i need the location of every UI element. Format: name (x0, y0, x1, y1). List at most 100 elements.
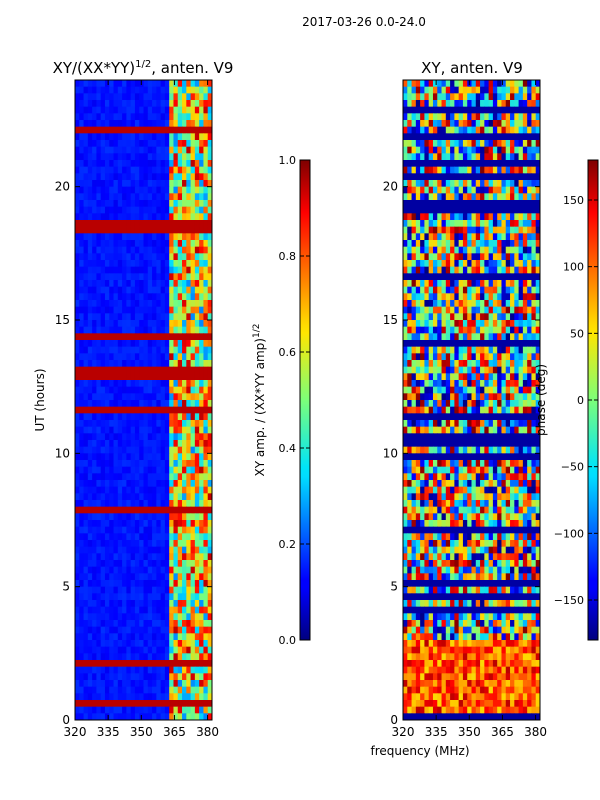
amplitude-plot-frame (74, 79, 213, 721)
amplitude-heatmap-cell (83, 393, 89, 401)
amplitude-heatmap-cell (87, 213, 93, 221)
amplitude-heatmap-cell (117, 166, 123, 174)
phase-heatmap-cell (510, 86, 515, 94)
phase-heatmap-cell (484, 180, 490, 188)
amplitude-heatmap-cell (104, 266, 110, 274)
amplitude-heatmap-cell (126, 406, 132, 414)
phase-heatmap-cell (467, 260, 473, 268)
amplitude-heatmap-cell (126, 646, 132, 654)
phase-heatmap-cell (407, 133, 413, 141)
phase-heatmap-cell (471, 326, 477, 334)
amplitude-heatmap-cell (164, 346, 170, 354)
phase-heatmap-cell (441, 266, 447, 274)
amplitude-heatmap-cell (130, 220, 136, 228)
phase-heatmap-cell (518, 226, 524, 234)
amplitude-heatmap-cell (160, 86, 166, 94)
phase-heatmap-cell (445, 333, 451, 341)
amplitude-heatmap-cell (190, 106, 196, 114)
phase-heatmap-cell (497, 366, 503, 374)
phase-heatmap-cell (531, 333, 537, 341)
phase-heatmap-cell (450, 113, 455, 121)
amplitude-heatmap-cell (190, 380, 196, 388)
phase-heatmap-cell (467, 320, 473, 328)
amplitude-heatmap-cell (139, 93, 145, 101)
amplitude-heatmap-cell (109, 400, 115, 408)
amplitude-heatmap-cell (143, 566, 149, 574)
phase-heatmap-cell (420, 86, 426, 94)
phase-heatmap-cell (501, 460, 507, 468)
amplitude-heatmap-cell (160, 500, 166, 508)
phase-heatmap-cell (527, 353, 533, 361)
phase-heatmap-cell (484, 360, 490, 368)
amplitude-heatmap-cell (194, 606, 200, 614)
amplitude-heatmap-cell (177, 326, 183, 334)
amplitude-heatmap-cell (199, 613, 205, 621)
phase-heatmap-cell (411, 433, 417, 441)
amplitude-heatmap-cell (164, 633, 170, 641)
phase-heatmap-cell (428, 166, 434, 174)
amplitude-heatmap-cell (79, 593, 85, 601)
phase-heatmap-cell (471, 400, 477, 408)
amplitude-heatmap-cell (186, 513, 192, 521)
phase-heatmap-cell (480, 326, 485, 334)
amplitude-heatmap-cell (87, 640, 93, 648)
amplitude-heatmap-cell (122, 113, 127, 121)
amplitude-heatmap-cell (130, 693, 136, 701)
amplitude-heatmap-cell (79, 360, 85, 368)
amplitude-heatmap-cell (109, 653, 115, 661)
amplitude-heatmap-cell (96, 473, 102, 481)
amplitude-heatmap-cell (160, 633, 166, 641)
amplitude-heatmap-cell (186, 646, 192, 654)
amplitude-heatmap-cell (87, 106, 93, 114)
amplitude-heatmap-cell (87, 453, 93, 461)
amplitude-heatmap-cell (130, 353, 136, 361)
phase-heatmap-cell (462, 320, 468, 328)
phase-heatmap-cell (497, 106, 503, 114)
amplitude-heatmap-cell (203, 286, 209, 294)
phase-heatmap-cell (445, 166, 451, 174)
amplitude-heatmap-cell (122, 613, 127, 621)
phase-heatmap-cell (454, 120, 460, 128)
phase-heatmap-cell (411, 133, 417, 141)
phase-heatmap-cell (471, 166, 477, 174)
phase-heatmap-cell (420, 433, 426, 441)
amplitude-heatmap-cell (139, 146, 145, 154)
phase-heatmap-cell (492, 86, 498, 94)
amplitude-heatmap-cell (139, 106, 145, 114)
phase-heatmap-cell (518, 413, 524, 421)
amplitude-heatmap-cell (143, 666, 149, 674)
phase-heatmap-cell (403, 300, 408, 308)
phase-heatmap-cell (475, 180, 481, 188)
amplitude-heatmap-cell (143, 553, 149, 561)
amplitude-heatmap-cell (75, 413, 80, 421)
phase-heatmap-cell (501, 426, 507, 434)
phase-heatmap-cell (505, 333, 511, 341)
amplitude-heatmap-cell (143, 600, 149, 608)
amplitude-heatmap-cell (96, 460, 102, 468)
amplitude-heatmap-cell (156, 693, 162, 701)
phase-heatmap-cell (527, 180, 533, 188)
amplitude-heatmap-cell (87, 466, 93, 474)
amplitude-heatmap-cell (134, 600, 140, 608)
amplitude-heatmap-cell (173, 466, 179, 474)
amplitude-heatmap-cell (83, 506, 89, 514)
phase-heatmap-cell (467, 420, 473, 428)
amplitude-heatmap-cell (134, 180, 140, 188)
amplitude-heatmap-cell (177, 526, 183, 534)
amplitude-heatmap-cell (79, 100, 85, 108)
phase-heatmap-cell (454, 106, 460, 114)
amplitude-heatmap-cell (147, 653, 153, 661)
amplitude-heatmap-cell (134, 100, 140, 108)
amplitude-heatmap-cell (186, 440, 192, 448)
amplitude-heatmap-cell (113, 166, 119, 174)
phase-heatmap-cell (531, 153, 537, 161)
phase-heatmap-cell (441, 153, 447, 161)
amplitude-heatmap-cell (177, 600, 183, 608)
amplitude-heatmap-cell (156, 146, 162, 154)
amplitude-heatmap-cell (139, 560, 145, 568)
phase-heatmap-cell (480, 440, 485, 448)
amplitude-heatmap-cell (79, 346, 85, 354)
amplitude-heatmap-cell (160, 380, 166, 388)
amplitude-heatmap-cell (203, 260, 209, 268)
amplitude-heatmap-cell (173, 626, 179, 634)
